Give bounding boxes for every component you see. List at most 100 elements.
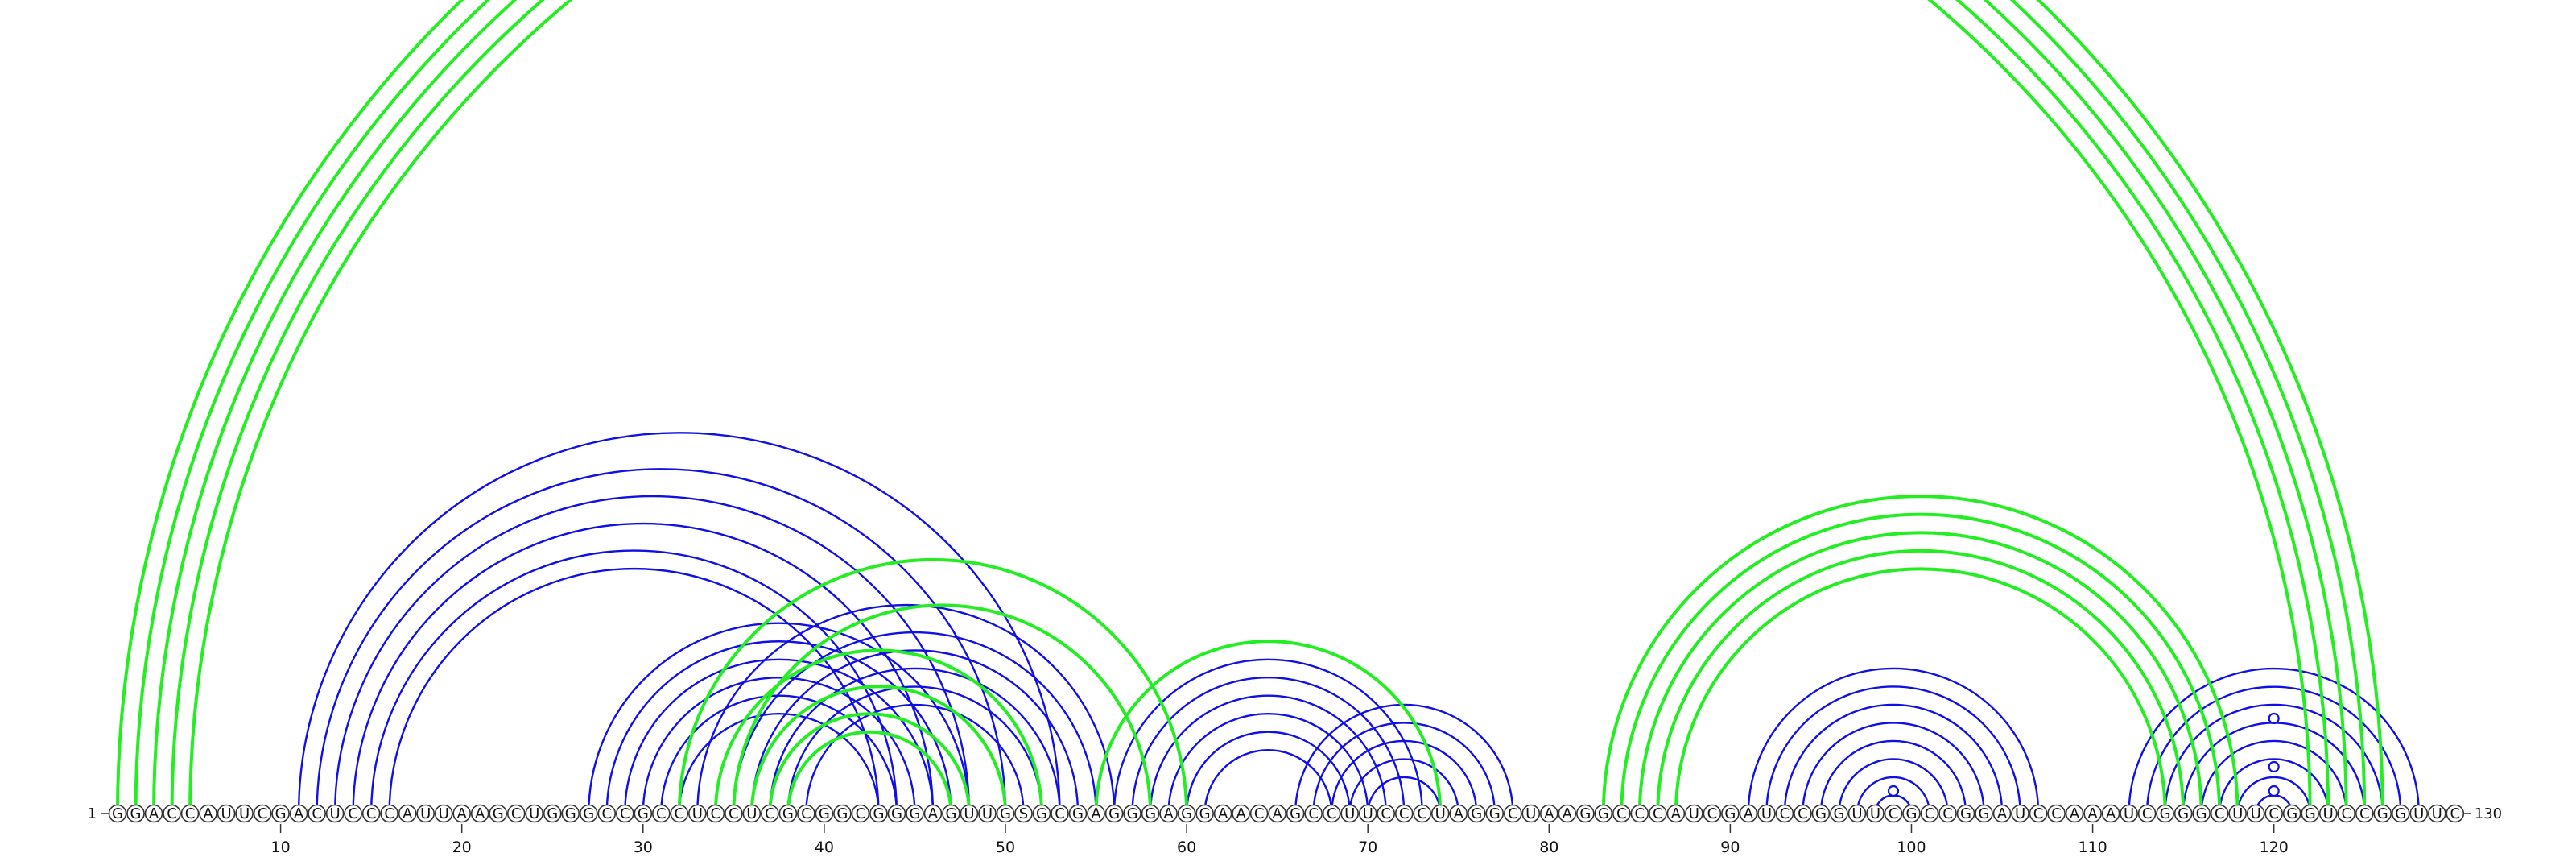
nucleotide-circle bbox=[1594, 804, 1613, 823]
nucleotide-letter: A bbox=[1163, 805, 1174, 822]
nucleotide-letter: G bbox=[275, 805, 287, 822]
axis-tick-label: 110 bbox=[2078, 838, 2107, 856]
nucleotide-letter: G bbox=[565, 805, 576, 822]
nucleotide-circle bbox=[869, 804, 888, 823]
nucleotide-circle bbox=[2282, 804, 2301, 823]
base-pair-arc-a bbox=[805, 703, 1025, 814]
nucleotide-circle bbox=[1377, 804, 1395, 823]
nucleotide-letter: U bbox=[529, 805, 539, 822]
base-pair-arc-a bbox=[316, 468, 1007, 814]
nucleotide-circle bbox=[2065, 804, 2084, 823]
nucleotide-circle bbox=[1068, 804, 1088, 823]
nucleotide-letter: A bbox=[2070, 805, 2080, 822]
nucleotide-letter: G bbox=[2178, 805, 2189, 822]
nucleotide-letter: G bbox=[1471, 805, 1482, 822]
base-pair-arc-a bbox=[1294, 703, 1514, 814]
nucleotide-letter: G bbox=[1036, 805, 1047, 822]
nucleotide-letter: A bbox=[203, 805, 213, 822]
base-pair-arc-a bbox=[769, 667, 1061, 814]
nucleotide-circle bbox=[1775, 804, 1794, 823]
nucleotide-letter: G bbox=[1833, 805, 1844, 822]
base-pair-arc-a bbox=[1802, 722, 1985, 814]
base-pair-arc-a bbox=[1366, 776, 1442, 814]
nucleotide-letter: U bbox=[439, 805, 449, 822]
nucleotide-circle bbox=[1268, 804, 1286, 823]
nucleotide-letter: C bbox=[1889, 805, 1899, 822]
nucleotide-circle bbox=[1394, 804, 1414, 823]
base-pair-arc-a bbox=[1203, 749, 1333, 814]
nucleotide-circle bbox=[615, 804, 634, 823]
nucleotide-letter: A bbox=[1091, 805, 1101, 822]
nucleotide-circle bbox=[1032, 804, 1051, 823]
nucleotide-circle bbox=[1449, 804, 1468, 823]
nucleotide-letter: G bbox=[2286, 805, 2297, 822]
nucleotide-circle bbox=[778, 804, 798, 823]
nucleotide-circle bbox=[163, 804, 181, 823]
nucleotide-circle bbox=[1051, 804, 1069, 823]
base-pair-arc-a bbox=[624, 658, 935, 814]
base-pair-arc-b bbox=[118, 0, 2383, 814]
base-pair-arc-a bbox=[1819, 739, 1967, 814]
base-pair-arc-b bbox=[677, 557, 1189, 814]
nucleotide-circle bbox=[235, 804, 254, 823]
nucleotide-circle bbox=[452, 804, 471, 823]
axis-tick-label: 70 bbox=[1358, 838, 1377, 856]
nucleotide-circle bbox=[416, 804, 435, 823]
nucleotide-circle bbox=[1685, 804, 1703, 823]
base-pair-arc-a bbox=[2128, 667, 2420, 814]
nucleotide-circle bbox=[108, 804, 127, 823]
nucleotide-circle bbox=[1920, 804, 1939, 823]
nucleotide-circle bbox=[1014, 804, 1033, 823]
base-pair-arc-a bbox=[678, 712, 880, 814]
base-pair-arc-b bbox=[1601, 495, 2240, 814]
nucleotide-circle bbox=[1539, 804, 1558, 823]
nucleotide-letter: U bbox=[1870, 805, 1880, 822]
nucleotide-circle bbox=[797, 804, 815, 823]
base-pair-arc-a bbox=[1856, 776, 1931, 814]
base-pair-arc-a bbox=[1765, 685, 2021, 814]
nucleotide-circle bbox=[2156, 804, 2174, 823]
nucleotide-circle bbox=[525, 804, 544, 823]
nucleotide-letter: A bbox=[1563, 805, 1573, 822]
nucleotide-letter: G bbox=[2196, 805, 2207, 822]
nucleotide-circle bbox=[2355, 804, 2374, 823]
nucleotide-letter: C bbox=[1942, 805, 1953, 822]
nucleotide-circle bbox=[543, 804, 562, 823]
nucleotide-circle bbox=[2446, 804, 2465, 823]
pair-marker bbox=[2268, 712, 2280, 725]
base-pair-arc-b bbox=[1637, 531, 2203, 814]
nucleotide-letter: G bbox=[1979, 805, 1990, 822]
nucleotide-letter: U bbox=[746, 805, 757, 822]
base-pair-arc-b bbox=[188, 0, 2312, 814]
nucleotide-circle bbox=[1430, 804, 1450, 823]
axis-tick-label: 40 bbox=[815, 838, 834, 856]
nucleotide-letter: G bbox=[1815, 805, 1827, 822]
nucleotide-letter: C bbox=[620, 805, 630, 822]
nucleotide-circle bbox=[1249, 804, 1269, 823]
nucleotide-circle bbox=[579, 804, 598, 823]
base-pair-arc-a bbox=[2200, 739, 2347, 814]
nucleotide-letter: A bbox=[1236, 805, 1246, 822]
nucleotide-letter: C bbox=[1399, 805, 1410, 822]
nucleotide-letter: U bbox=[1344, 805, 1355, 822]
base-pair-arc-a bbox=[2218, 758, 2330, 814]
nucleotide-letter: G bbox=[1145, 805, 1156, 822]
nucleotide-letter: U bbox=[1761, 805, 1772, 822]
nucleotide-letter: C bbox=[675, 805, 685, 822]
nucleotide-letter: G bbox=[2377, 805, 2388, 822]
nucleotide-circle bbox=[2409, 804, 2429, 823]
base-pair-arc-a bbox=[1312, 722, 1496, 814]
nucleotide-letter: U bbox=[2432, 805, 2442, 822]
nucleotide-letter: C bbox=[2268, 805, 2279, 822]
nucleotide-circle bbox=[978, 804, 997, 823]
nucleotide-letter: C bbox=[729, 805, 739, 822]
nucleotide-circle bbox=[2011, 804, 2029, 823]
nucleotide-circle bbox=[126, 804, 145, 823]
nucleotide-letter: U bbox=[221, 805, 231, 822]
nucleotide-circle bbox=[960, 804, 979, 823]
nucleotide-letter: U bbox=[2124, 805, 2134, 822]
nucleotide-letter: A bbox=[1272, 805, 1282, 822]
nucleotide-circle bbox=[1358, 804, 1377, 823]
axis-tick-label: 60 bbox=[1177, 838, 1196, 856]
